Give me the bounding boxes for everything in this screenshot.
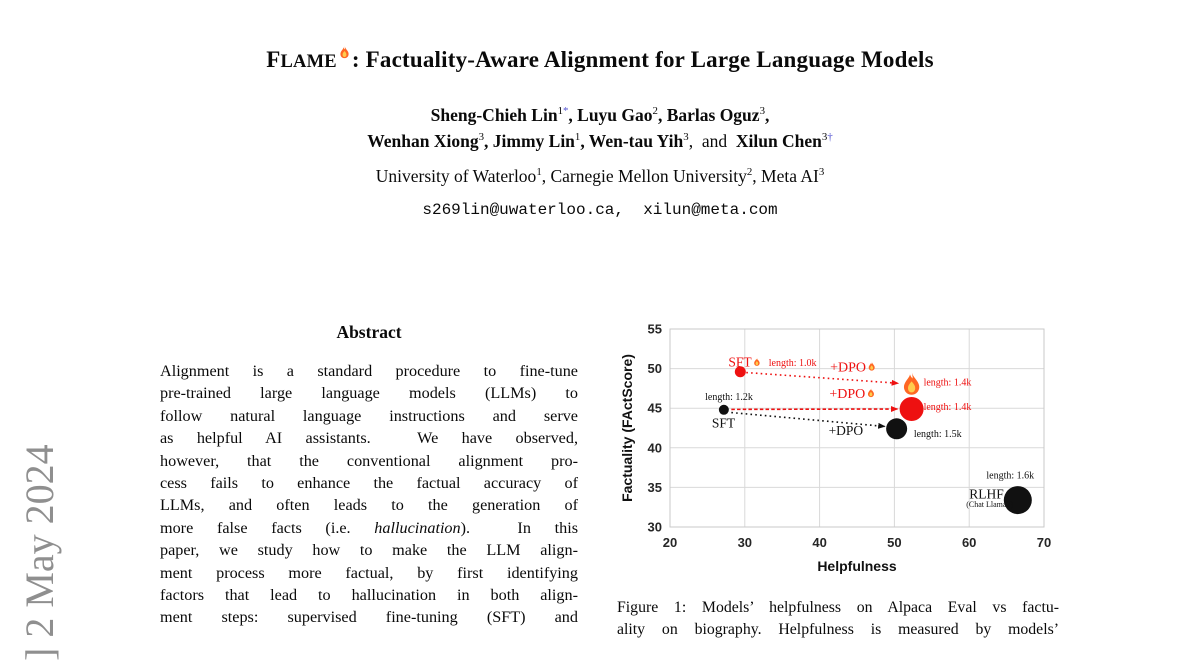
x-tick-label: 40 — [812, 535, 826, 550]
y-tick-label: 35 — [648, 480, 662, 495]
text-segment: , — [484, 131, 493, 151]
text-segment: pre-trained large language models (LLMs)… — [160, 384, 578, 402]
text-line: paper, we study how to make the LLM alig… — [160, 539, 578, 561]
text-line: more false facts (i.e. hallucination). I… — [160, 517, 578, 539]
text-line: ality on biography. Helpfulness is measu… — [617, 619, 1059, 641]
x-axis-title: Helpfulness — [817, 558, 897, 574]
text-segment: 3 — [819, 166, 824, 178]
text-segment: follow natural language instructions and… — [160, 407, 578, 425]
text-segment: Barlas Oguz — [667, 105, 760, 125]
text-line: ment steps: supervised fine-tuning (SFT)… — [160, 606, 578, 628]
text-segment: Jimmy Lin — [493, 131, 575, 151]
text-segment: Wen-tau Yih — [589, 131, 683, 151]
figure1-caption: Figure 1: Models’ helpfulness on Alpaca … — [617, 597, 1059, 642]
text-segment: , and — [689, 131, 736, 151]
flame-icon — [754, 357, 759, 365]
text-segment: , — [580, 131, 588, 151]
flame-icon — [338, 45, 351, 60]
x-tick-label: 20 — [663, 535, 677, 550]
authors-line-1: Sheng-Chieh Lin1*, Luyu Gao2, Barlas Ogu… — [0, 105, 1200, 126]
title-word-flame: FLAME — [266, 47, 337, 72]
trend-arrow — [746, 373, 898, 384]
text-segment: , — [765, 105, 769, 125]
authors-line-2: Wenhan Xiong3, Jimmy Lin1, Wen-tau Yih3,… — [0, 131, 1200, 152]
text-segment: Wenhan Xiong — [367, 131, 478, 151]
y-tick-label: 50 — [648, 361, 662, 376]
text-segment: ). In this — [461, 519, 578, 537]
text-line: ment process more factual, by first iden… — [160, 562, 578, 584]
text-segment: , Carnegie Mellon University — [542, 166, 747, 186]
text-segment: Luyu Gao — [577, 105, 652, 125]
text-segment: , — [658, 105, 667, 125]
text-segment: ment process more factual, by first iden… — [160, 564, 578, 582]
chart-annotation: length: 1.6k — [986, 471, 1034, 482]
text-line: follow natural language instructions and… — [160, 405, 578, 427]
text-segment: † — [827, 131, 832, 143]
text-segment: Alignment is a standard procedure to fin… — [160, 362, 578, 380]
text-line: however, that the conventional alignment… — [160, 450, 578, 472]
text-segment: , — [568, 105, 577, 125]
text-segment: cess fails to enhance the factual accura… — [160, 474, 578, 492]
flame-icon — [868, 388, 874, 397]
text-segment: Figure 1: Models’ helpfulness on Alpaca … — [617, 599, 1059, 616]
chart-annotation: (Chat Llama2) — [966, 500, 1013, 509]
text-line: Figure 1: Models’ helpfulness on Alpaca … — [617, 597, 1059, 619]
y-tick-label: 40 — [648, 440, 662, 455]
chart-annotation: length: 1.4k — [924, 402, 972, 413]
text-line: cess fails to enhance the factual accura… — [160, 472, 578, 494]
text-line: LLMs, and often leads to the generation … — [160, 494, 578, 516]
x-tick-label: 70 — [1037, 535, 1051, 550]
data-point — [886, 418, 907, 439]
title-rest: : Factuality-Aware Alignment for Large L… — [352, 47, 934, 72]
text-segment: as helpful AI assistants. We have observ… — [160, 429, 578, 447]
text-line: Alignment is a standard procedure to fin… — [160, 360, 578, 382]
data-point — [719, 405, 729, 415]
email-line: s269lin@uwaterloo.ca, xilun@meta.com — [0, 201, 1200, 219]
arxiv-margin-label: ] 2 May 2024 — [16, 444, 63, 661]
chart-annotation: length: 1.4k — [924, 378, 972, 389]
text-segment: University of Waterloo — [376, 166, 537, 186]
y-tick-label: 30 — [648, 520, 662, 535]
chart-annotation: SFT — [728, 355, 752, 370]
text-segment: , Meta AI — [752, 166, 819, 186]
abstract-heading: Abstract — [160, 322, 578, 343]
text-segment: paper, we study how to make the LLM alig… — [160, 541, 578, 559]
x-tick-label: 30 — [738, 535, 752, 550]
data-point — [900, 397, 924, 421]
x-tick-label: 60 — [962, 535, 976, 550]
text-segment: ality on biography. Helpfulness is measu… — [617, 621, 1059, 638]
page-title: FLAME : Factuality-Aware Alignment for La… — [0, 47, 1200, 73]
text-segment: Xilun Chen — [736, 131, 822, 151]
text-segment: LLMs, and often leads to the generation … — [160, 496, 578, 514]
y-tick-label: 55 — [648, 322, 662, 337]
text-segment: however, that the conventional alignment… — [160, 452, 578, 470]
chart-annotation: length: 1.2k — [705, 392, 753, 403]
chart-annotation: +DPO — [830, 360, 866, 375]
flame-data-marker — [904, 371, 919, 395]
chart-annotation: SFT — [712, 416, 736, 431]
affiliation-line: University of Waterloo1, Carnegie Mellon… — [0, 166, 1200, 187]
chart-annotation: length: 1.0k — [769, 358, 817, 369]
chart-annotation: +DPO — [829, 387, 865, 402]
chart-annotation: +DPO — [829, 423, 864, 438]
text-segment: hallucination — [374, 519, 460, 537]
text-segment: ment steps: supervised fine-tuning (SFT)… — [160, 608, 578, 626]
text-line: as helpful AI assistants. We have observ… — [160, 427, 578, 449]
y-axis-title: Factuality (FActScore) — [619, 354, 635, 502]
flame-icon — [869, 361, 875, 370]
text-segment: Sheng-Chieh Lin — [431, 105, 558, 125]
text-line: factors that lead to hallucination in bo… — [160, 584, 578, 606]
x-tick-label: 50 — [887, 535, 901, 550]
text-line: pre-trained large language models (LLMs)… — [160, 382, 578, 404]
y-tick-label: 45 — [648, 401, 662, 416]
chart-annotation: length: 1.5k — [914, 429, 962, 440]
text-segment: factors that lead to hallucination in bo… — [160, 586, 578, 604]
abstract-paragraph: Alignment is a standard procedure to fin… — [160, 360, 578, 629]
text-segment: more false facts (i.e. — [160, 519, 374, 537]
